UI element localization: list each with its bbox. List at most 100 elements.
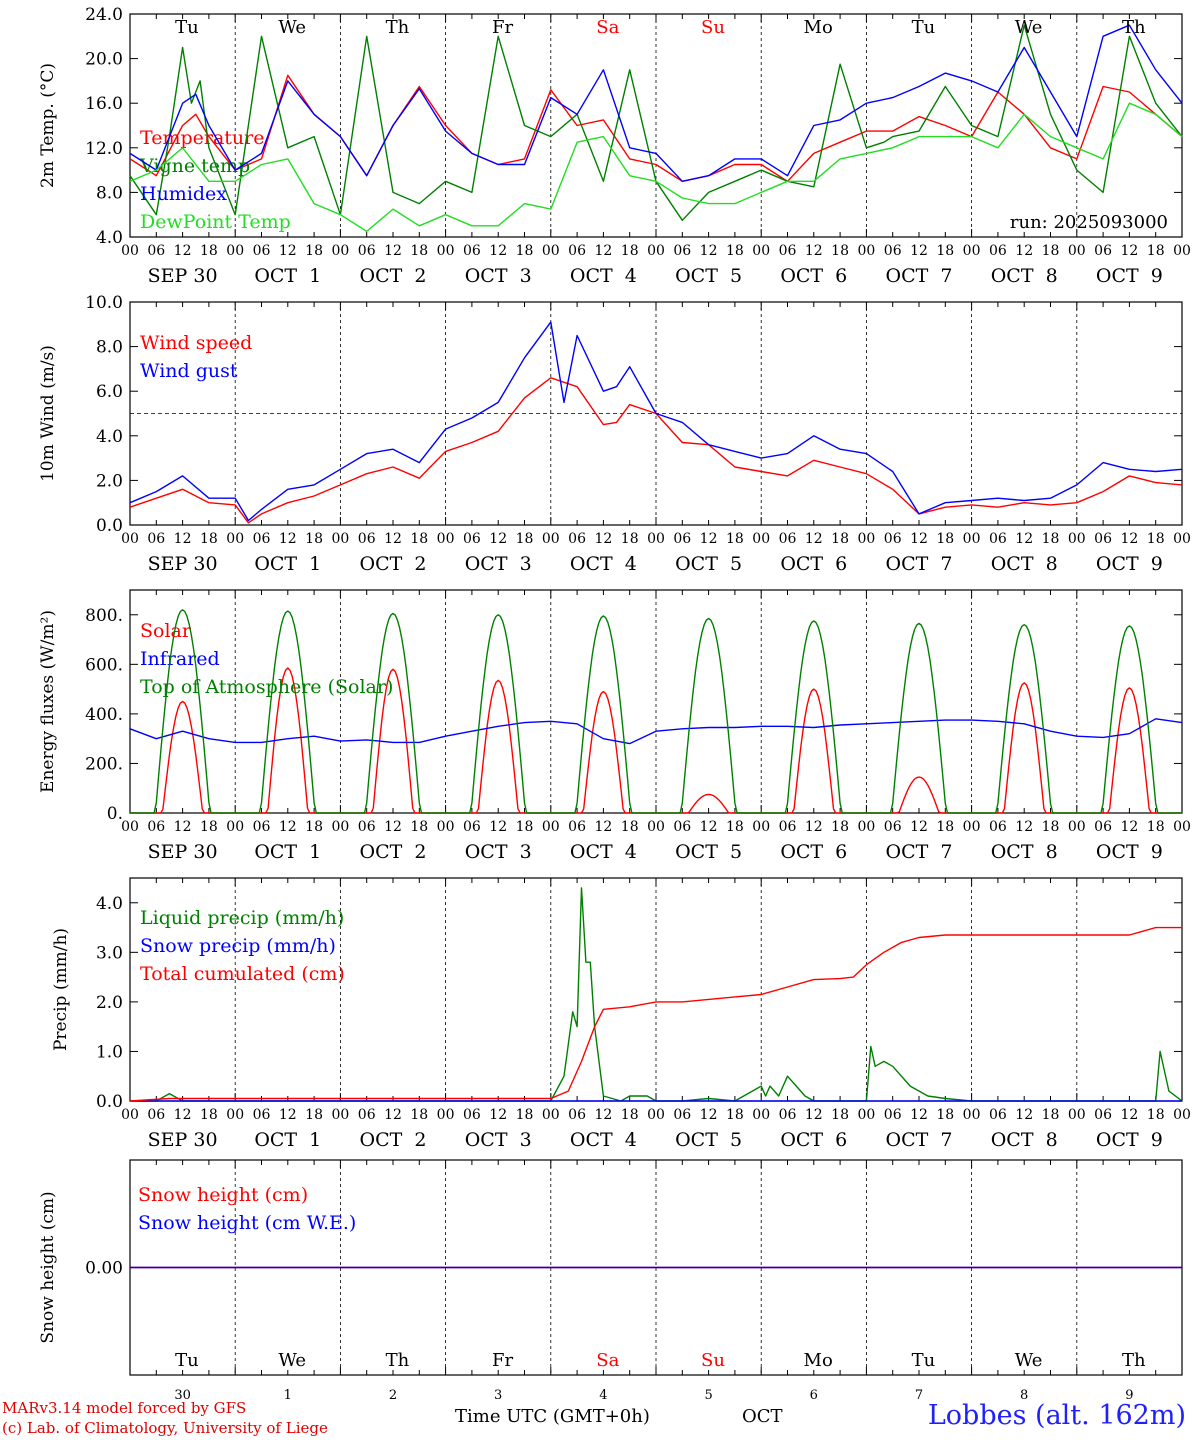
hour-tick-label: 06 [463, 1107, 481, 1123]
series-line [130, 887, 1183, 1102]
hour-tick-label: 00 [1173, 819, 1191, 835]
weekday-label: Tu [912, 17, 936, 38]
hour-tick-label: 18 [831, 243, 849, 259]
weekday-label: Tu [175, 17, 199, 38]
hour-tick-label: 00 [857, 243, 875, 259]
hour-tick-label: 06 [147, 531, 165, 547]
hour-tick-label: 00 [1068, 531, 1086, 547]
hour-tick-label: 18 [1147, 531, 1165, 547]
hour-tick-label: 18 [200, 531, 218, 547]
hour-tick-label: 00 [857, 1107, 875, 1123]
y-tick-label: 10.0 [85, 293, 123, 313]
weekday-label: We [1015, 17, 1043, 38]
hour-tick-label: 12 [1015, 1107, 1033, 1123]
day-label: OCT 9 [1096, 841, 1163, 863]
hour-tick-label: 06 [568, 243, 586, 259]
hour-tick-label: 18 [410, 243, 428, 259]
hour-tick-label: 12 [1120, 819, 1138, 835]
hour-tick-label: 06 [358, 243, 376, 259]
y-tick-label: 12.0 [85, 139, 123, 159]
y-tick-label: 600. [85, 655, 123, 675]
hour-tick-label: 18 [621, 819, 639, 835]
hour-tick-label: 12 [489, 243, 507, 259]
hour-tick-label: 12 [805, 1107, 823, 1123]
hour-tick-label: 06 [884, 819, 902, 835]
hour-tick-label: 00 [226, 1107, 244, 1123]
y-tick-label: 24.0 [85, 5, 123, 25]
hour-tick-label: 06 [1094, 531, 1112, 547]
legend-entry: Wind speed [140, 332, 252, 354]
y-tick-label: 200. [85, 754, 123, 774]
day-label: SEP 30 [148, 1129, 218, 1151]
day-label: OCT 3 [465, 1129, 532, 1151]
day-label: OCT 4 [570, 265, 637, 287]
weekday-label: Th [1122, 1350, 1146, 1371]
series-line [129, 926, 1182, 1102]
hour-tick-label: 00 [647, 531, 665, 547]
day-number-label: 30 [174, 1388, 191, 1403]
y-tick-label: 8.0 [96, 338, 123, 358]
day-label: OCT 1 [254, 265, 321, 287]
weekday-label: Fr [492, 17, 513, 38]
day-label: OCT 7 [886, 265, 953, 287]
hour-tick-label: 00 [857, 531, 875, 547]
day-label: OCT 3 [465, 841, 532, 863]
day-label: OCT 5 [675, 1129, 742, 1151]
hour-tick-label: 18 [410, 1107, 428, 1123]
hour-tick-label: 06 [1094, 1107, 1112, 1123]
hour-tick-label: 18 [200, 1107, 218, 1123]
hour-tick-label: 00 [963, 531, 981, 547]
day-number-label: 7 [915, 1388, 923, 1403]
hour-tick-label: 12 [700, 243, 718, 259]
hour-tick-label: 06 [779, 243, 797, 259]
hour-tick-label: 00 [542, 243, 560, 259]
day-label: OCT 7 [886, 841, 953, 863]
hour-tick-label: 00 [752, 243, 770, 259]
hour-tick-label: 00 [121, 243, 139, 259]
hour-tick-label: 12 [594, 531, 612, 547]
hour-tick-label: 12 [1120, 531, 1138, 547]
hour-tick-label: 18 [621, 243, 639, 259]
y-tick-label: 4.0 [96, 427, 123, 447]
hour-tick-label: 00 [542, 531, 560, 547]
hour-tick-label: 06 [463, 243, 481, 259]
day-number-label: 4 [599, 1388, 607, 1403]
hour-tick-label: 18 [936, 531, 954, 547]
hour-tick-label: 00 [1173, 1107, 1191, 1123]
day-number-label: 3 [494, 1388, 502, 1403]
day-label: OCT 2 [360, 265, 427, 287]
day-label: SEP 30 [148, 265, 218, 287]
legend-entry: Liquid precip (mm/h) [140, 907, 344, 929]
day-label: OCT 2 [360, 1129, 427, 1151]
hour-tick-label: 06 [1094, 243, 1112, 259]
hour-tick-label: 12 [910, 243, 928, 259]
weekday-label: We [278, 1350, 306, 1371]
y-axis-label: Precip (mm/h) [51, 928, 71, 1051]
day-label: OCT 1 [254, 841, 321, 863]
hour-tick-label: 18 [200, 819, 218, 835]
day-label: OCT 8 [991, 265, 1058, 287]
y-axis-label: Energy fluxes (W/m²) [38, 610, 58, 793]
hour-tick-label: 00 [226, 243, 244, 259]
hour-tick-label: 12 [1015, 531, 1033, 547]
hour-tick-label: 00 [1068, 243, 1086, 259]
hour-tick-label: 12 [700, 531, 718, 547]
y-tick-label: 0.00 [85, 1259, 123, 1279]
day-label: OCT 4 [570, 1129, 637, 1151]
hour-tick-label: 18 [1042, 531, 1060, 547]
hour-tick-label: 18 [1042, 243, 1060, 259]
hour-tick-label: 06 [253, 243, 271, 259]
day-label: OCT 9 [1096, 553, 1163, 575]
y-axis-label: Snow height (cm) [38, 1191, 58, 1343]
day-label: OCT 6 [780, 841, 847, 863]
hour-tick-label: 06 [1094, 819, 1112, 835]
hour-tick-label: 12 [700, 1107, 718, 1123]
legend-entry: Wind gust [140, 360, 238, 382]
hour-tick-label: 06 [779, 531, 797, 547]
y-tick-label: 6.0 [96, 382, 123, 402]
day-label: OCT 6 [780, 265, 847, 287]
hour-tick-label: 00 [121, 531, 139, 547]
hour-tick-label: 18 [410, 819, 428, 835]
weekday-label: Tu [912, 1350, 936, 1371]
